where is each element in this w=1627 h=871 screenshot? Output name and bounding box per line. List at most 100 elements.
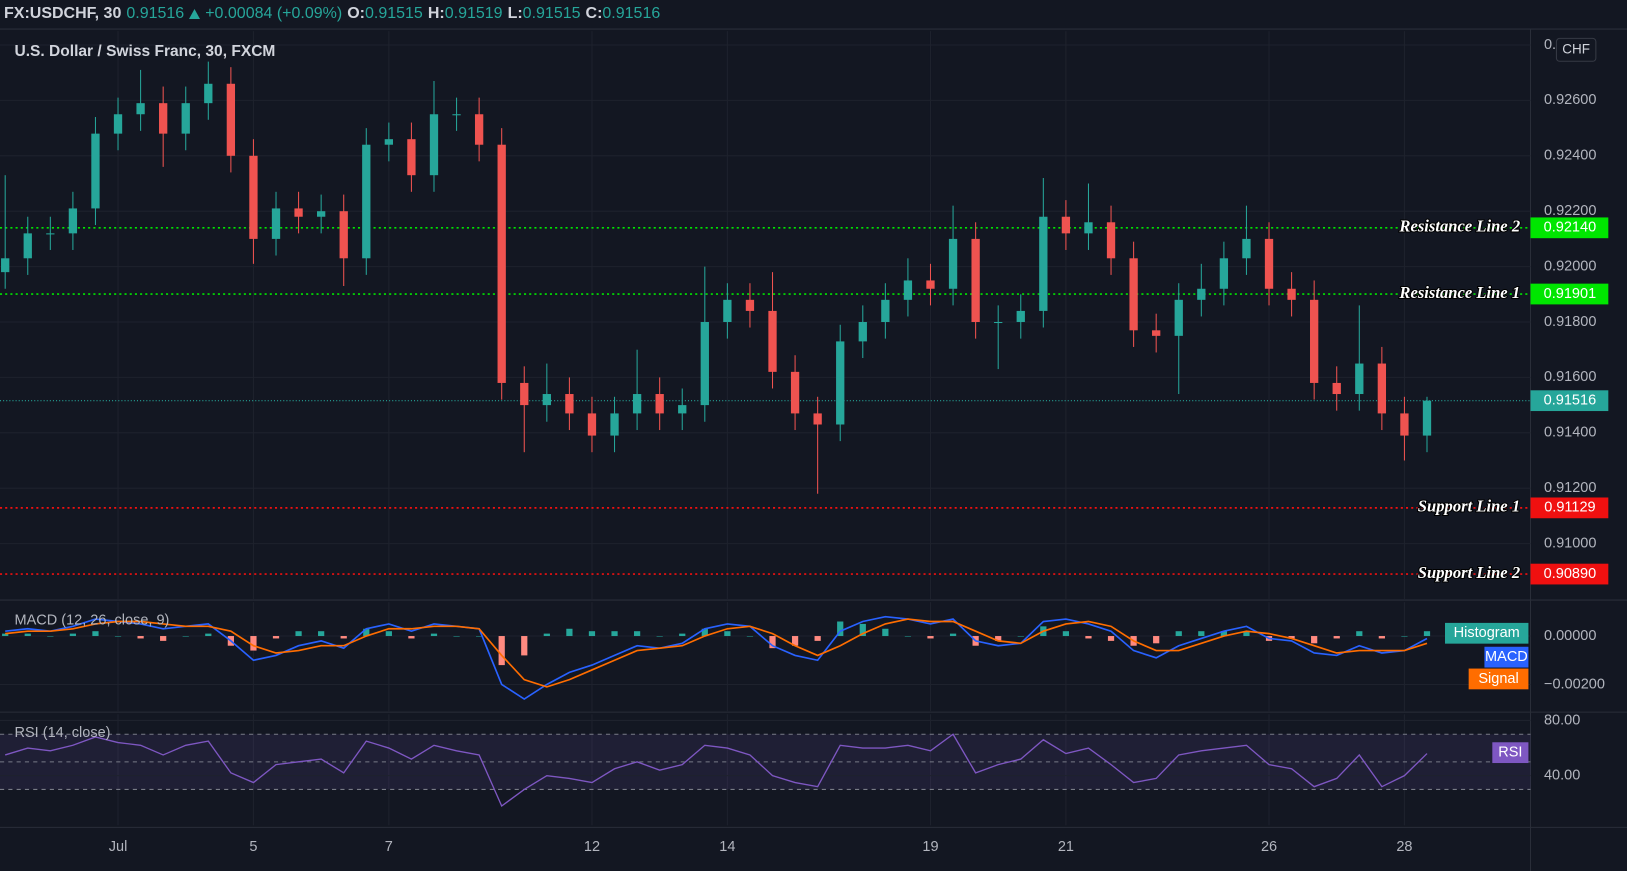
candle-body — [271, 208, 281, 239]
histogram-bar — [476, 636, 483, 637]
candle-body — [1152, 330, 1161, 336]
candle-body — [249, 155, 258, 239]
histogram-bar — [837, 621, 844, 637]
y-tick-label: 0.92400 — [1544, 148, 1596, 164]
currency-label: CHF — [1562, 41, 1590, 56]
y-tick-label: 0.00000 — [1544, 628, 1596, 644]
histogram-bar — [498, 636, 505, 666]
level-price-label: 0.92140 — [1544, 220, 1596, 236]
currency-box — [1555, 37, 1597, 62]
candle-body — [68, 208, 78, 234]
histogram-bar — [566, 628, 573, 637]
level-price-label: 0.91129 — [1544, 500, 1595, 516]
histogram-bar — [814, 636, 821, 641]
legend-label: Signal — [1478, 671, 1518, 687]
candle-body — [474, 114, 484, 145]
histogram-bar — [1356, 631, 1363, 637]
histogram-bar — [611, 631, 618, 637]
candle-body — [542, 394, 551, 406]
candle-body — [497, 144, 506, 383]
open-value: 0.91515 — [364, 5, 423, 22]
level-price-label: 0.91901 — [1544, 286, 1596, 302]
histogram-bar — [182, 636, 189, 637]
histogram-bar — [1220, 631, 1227, 637]
candle-body — [655, 394, 664, 414]
x-tick-label: 21 — [1058, 839, 1074, 855]
histogram-bar — [1062, 631, 1070, 637]
legend-box — [1492, 742, 1529, 764]
candle-body — [181, 103, 190, 134]
macd-line — [5, 618, 1428, 688]
candle-body — [948, 238, 958, 289]
histogram-bar — [927, 636, 934, 639]
candle-body — [610, 413, 619, 436]
histogram-bar — [340, 636, 347, 639]
level-name: Support Line 1 — [1418, 497, 1520, 516]
histogram-bar — [272, 636, 280, 639]
histogram-bar — [995, 636, 1002, 641]
histogram-bar — [521, 636, 528, 656]
low-label: L: — [507, 5, 523, 22]
histogram-bar — [1378, 636, 1385, 639]
legend-label: Histogram — [1454, 625, 1520, 641]
x-tick-label: 7 — [385, 839, 393, 855]
candle-body — [1377, 363, 1387, 414]
close-value: 0.91516 — [602, 5, 661, 22]
histogram-bar — [746, 636, 754, 637]
level-price-box — [1530, 497, 1609, 519]
histogram-bar — [1107, 636, 1115, 641]
candle-body — [1174, 299, 1183, 336]
candle-body — [339, 211, 348, 259]
candle-body — [384, 139, 394, 145]
candle-body — [362, 144, 371, 259]
y-tick-label: 0.92200 — [1544, 203, 1596, 219]
candle-body — [1310, 299, 1319, 383]
level-price-box — [1530, 217, 1609, 239]
y-tick-label: 0.92000 — [1544, 258, 1596, 274]
up-arrow-icon — [189, 9, 201, 19]
candle-body — [1061, 216, 1071, 234]
legend-label: RSI — [1498, 744, 1522, 760]
x-tick-label: Jul — [109, 839, 128, 855]
x-tick-label: 26 — [1261, 839, 1277, 855]
candle-body — [1129, 258, 1138, 331]
last-price-box — [1530, 390, 1609, 412]
candle-body — [429, 114, 439, 176]
x-tick-label: 28 — [1396, 839, 1412, 855]
candle-body — [994, 322, 1003, 324]
open-label: O: — [347, 5, 365, 22]
y-tick-label: 0.92600 — [1544, 92, 1596, 108]
x-tick-label: 5 — [249, 839, 257, 855]
histogram-bar — [679, 633, 686, 637]
candle-body — [294, 208, 303, 217]
candle-body — [836, 341, 845, 425]
histogram-bar — [904, 636, 912, 637]
candle-body — [91, 133, 100, 209]
rsi-title: RSI (14, close) — [15, 725, 111, 741]
histogram-bar — [724, 631, 731, 637]
candle-body — [452, 114, 461, 116]
candle-body — [632, 394, 642, 414]
histogram-bar — [859, 623, 866, 637]
candle-body — [159, 103, 168, 134]
y-tick-label: 0.91200 — [1544, 480, 1596, 496]
candle-body — [1106, 222, 1116, 259]
candle-body — [565, 394, 574, 414]
candle-body — [226, 83, 236, 156]
candle-body — [136, 103, 145, 115]
candle-body — [858, 322, 867, 342]
y-tick-label: 0.91600 — [1544, 369, 1596, 385]
histogram-bar — [1288, 636, 1295, 639]
y-tick-label: 0.91800 — [1544, 314, 1596, 330]
candle-body — [1355, 363, 1364, 395]
histogram-bar — [137, 636, 144, 639]
legend-box — [1468, 668, 1529, 690]
close-label: C: — [585, 5, 603, 22]
histogram-bar — [1153, 636, 1160, 644]
candle-body — [1400, 413, 1409, 436]
level-price-box — [1530, 563, 1609, 585]
histogram-bar — [949, 633, 957, 637]
candle-body — [971, 238, 980, 323]
